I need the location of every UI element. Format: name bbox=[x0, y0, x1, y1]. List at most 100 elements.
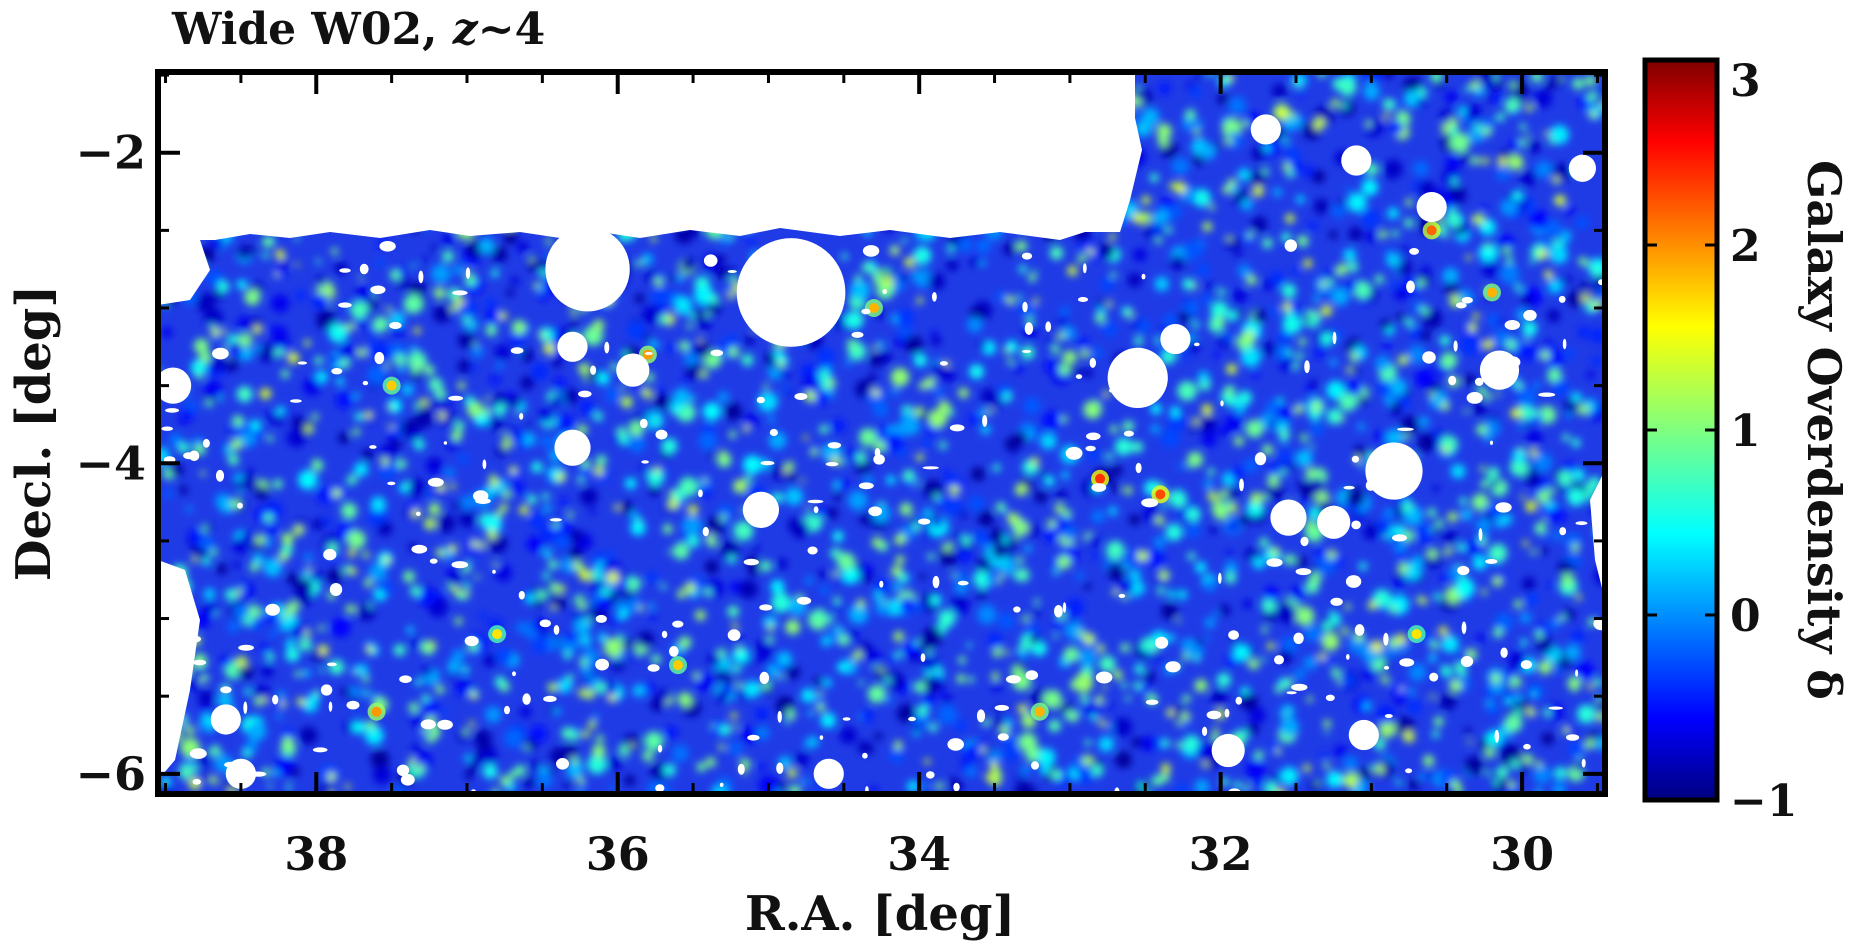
texture-speck bbox=[1544, 270, 1553, 279]
texture-blob bbox=[917, 704, 929, 717]
texture-blob bbox=[1167, 204, 1183, 220]
mask-speck bbox=[727, 629, 741, 641]
mask-speck bbox=[1165, 661, 1181, 673]
masked-hole bbox=[1568, 154, 1596, 182]
texture-blob bbox=[1187, 552, 1196, 561]
unobserved-region-left-lower bbox=[158, 560, 200, 780]
texture-blob bbox=[954, 720, 967, 733]
texture-blob bbox=[1398, 396, 1411, 409]
texture-blob bbox=[272, 335, 290, 353]
texture-blob bbox=[1334, 745, 1347, 758]
texture-speck bbox=[1274, 684, 1284, 694]
texture-blob bbox=[1389, 120, 1404, 136]
texture-blob bbox=[1264, 585, 1279, 601]
texture-speck bbox=[1468, 322, 1478, 332]
texture-speck bbox=[607, 571, 619, 584]
texture-blob bbox=[1520, 294, 1533, 307]
mask-speck bbox=[639, 418, 648, 429]
texture-speck bbox=[883, 267, 891, 274]
texture-blob bbox=[1161, 603, 1178, 620]
texture-speck bbox=[636, 259, 644, 267]
mask-regions bbox=[158, 72, 1605, 794]
texture-blob bbox=[471, 345, 484, 358]
mask-speck bbox=[396, 764, 410, 776]
texture-speck bbox=[1244, 330, 1255, 341]
texture-speck bbox=[1591, 267, 1600, 276]
texture-speck bbox=[199, 677, 205, 683]
texture-speck bbox=[368, 602, 373, 608]
texture-speck bbox=[545, 238, 552, 245]
texture-blob bbox=[261, 531, 269, 538]
texture-speck bbox=[491, 269, 499, 278]
texture-speck bbox=[352, 428, 361, 436]
texture-blob bbox=[899, 596, 916, 613]
texture-blob bbox=[1344, 280, 1357, 293]
texture-blob bbox=[442, 233, 455, 246]
texture-blob bbox=[1201, 432, 1217, 448]
texture-blob bbox=[1137, 587, 1146, 595]
texture-blob bbox=[1407, 345, 1427, 364]
mask-speck bbox=[1021, 349, 1032, 353]
texture-speck bbox=[1447, 511, 1458, 523]
texture-speck bbox=[1112, 670, 1123, 680]
mask-speck bbox=[320, 684, 333, 696]
mask-speck bbox=[858, 482, 874, 490]
texture-blob bbox=[641, 253, 654, 265]
texture-blob bbox=[898, 325, 912, 339]
mask-speck bbox=[1266, 558, 1283, 567]
texture-blob bbox=[353, 462, 369, 477]
texture-blob bbox=[1516, 403, 1534, 421]
texture-blob bbox=[1113, 717, 1133, 737]
texture-blob bbox=[557, 678, 573, 694]
texture-speck bbox=[1007, 358, 1014, 365]
texture-speck bbox=[1099, 719, 1107, 727]
mask-speck bbox=[1123, 430, 1134, 437]
texture-speck bbox=[616, 426, 627, 437]
texture-speck bbox=[399, 354, 406, 360]
texture-speck bbox=[1505, 339, 1517, 351]
texture-blob bbox=[456, 687, 465, 697]
texture-blob bbox=[161, 776, 171, 786]
texture-blob bbox=[244, 289, 261, 306]
texture-speck bbox=[1341, 102, 1348, 109]
texture-speck bbox=[1458, 668, 1467, 677]
texture-speck bbox=[1530, 549, 1537, 555]
texture-blob bbox=[302, 377, 321, 396]
x-axis-label: R.A. [deg] bbox=[745, 886, 1015, 942]
texture-blob bbox=[1549, 617, 1561, 630]
texture-speck bbox=[209, 776, 218, 785]
texture-blob bbox=[848, 604, 868, 624]
texture-blob bbox=[232, 561, 241, 569]
mask-speck bbox=[794, 393, 808, 400]
texture-blob bbox=[1059, 306, 1071, 317]
texture-blob bbox=[1048, 719, 1061, 732]
mask-speck bbox=[807, 546, 818, 555]
texture-blob bbox=[1382, 342, 1391, 351]
texture-speck bbox=[349, 567, 357, 576]
mask-speck bbox=[1295, 568, 1312, 576]
texture-blob bbox=[255, 485, 269, 500]
texture-blob bbox=[1158, 82, 1171, 95]
texture-blob bbox=[272, 414, 284, 426]
texture-blob bbox=[1213, 351, 1220, 359]
texture-speck bbox=[474, 342, 479, 347]
mask-speck bbox=[1085, 445, 1096, 452]
texture-blob bbox=[512, 481, 525, 495]
texture-blob bbox=[316, 275, 327, 287]
texture-blob bbox=[457, 359, 472, 374]
texture-blob bbox=[786, 470, 798, 482]
texture-blob bbox=[1278, 605, 1298, 624]
texture-blob bbox=[556, 413, 575, 433]
texture-speck bbox=[1490, 673, 1501, 684]
texture-blob bbox=[980, 388, 997, 405]
mask-speck bbox=[590, 365, 597, 375]
texture-blob bbox=[447, 660, 461, 674]
texture-blob bbox=[927, 553, 935, 561]
mask-speck bbox=[819, 735, 824, 740]
texture-blob bbox=[459, 510, 476, 528]
texture-speck bbox=[379, 555, 385, 561]
texture-blob bbox=[1224, 561, 1238, 575]
texture-blob bbox=[934, 388, 944, 398]
texture-speck bbox=[464, 395, 475, 406]
texture-blob bbox=[857, 740, 872, 755]
